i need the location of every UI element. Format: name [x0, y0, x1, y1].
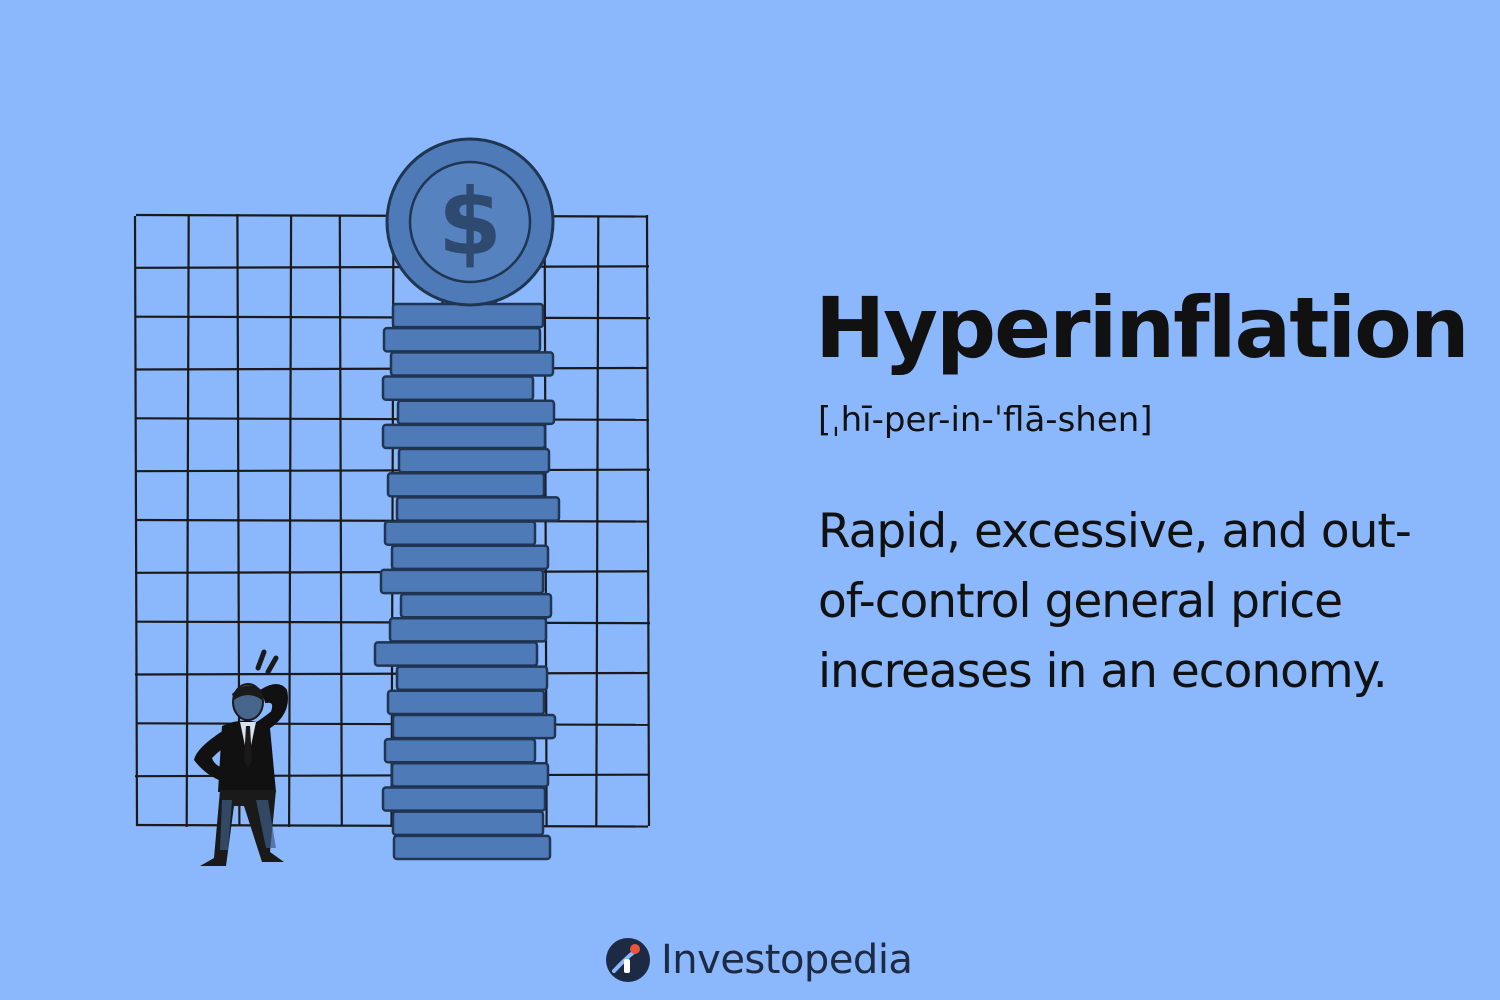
- grid-line-horizontal: [134, 265, 650, 269]
- stacked-coin: [383, 737, 537, 764]
- stacked-coin: [381, 375, 535, 401]
- stacked-coin: [382, 326, 542, 353]
- term-title: Hyperinflation: [815, 279, 1470, 377]
- stacked-coin: [379, 568, 545, 595]
- pronunciation: [ˌhī-per-in-ˈflā-shen]: [818, 400, 1153, 440]
- worried-businessman: [194, 649, 288, 866]
- stacked-coin: [395, 496, 561, 522]
- stacked-coin: [399, 592, 553, 619]
- grid-line-horizontal: [135, 417, 650, 421]
- stacked-coin: [392, 834, 552, 861]
- stacked-coin: [383, 520, 537, 546]
- stacked-coin: [390, 544, 550, 571]
- stacked-coin: [391, 302, 545, 329]
- stacked-coin: [373, 641, 539, 667]
- stacked-coin: [396, 399, 556, 426]
- stacked-coin: [391, 713, 557, 740]
- stacked-coin: [397, 447, 551, 474]
- stacked-coin: [386, 471, 546, 498]
- definition-text: Rapid, excessive, and out-of-control gen…: [818, 504, 1412, 699]
- stacked-coin: [386, 689, 546, 716]
- grid-line-horizontal: [134, 468, 651, 473]
- stacked-coin: [388, 617, 548, 643]
- dollar-coin: $: [385, 137, 555, 307]
- stacked-coin: [390, 762, 550, 788]
- stacked-coin: [389, 351, 555, 377]
- grid-line-horizontal: [134, 671, 649, 676]
- stacked-coin: [381, 786, 547, 812]
- stacked-coin: [381, 423, 547, 450]
- stacked-coin: [391, 810, 545, 837]
- coin-stack: [373, 302, 561, 861]
- illustration: $: [133, 137, 651, 866]
- stacked-coin: [395, 665, 549, 692]
- brand-logo[interactable]: Investopedia: [605, 930, 913, 990]
- brand-name: Investopedia: [661, 937, 913, 983]
- dollar-sign: $: [438, 169, 502, 276]
- investopedia-logo-icon: [606, 938, 650, 982]
